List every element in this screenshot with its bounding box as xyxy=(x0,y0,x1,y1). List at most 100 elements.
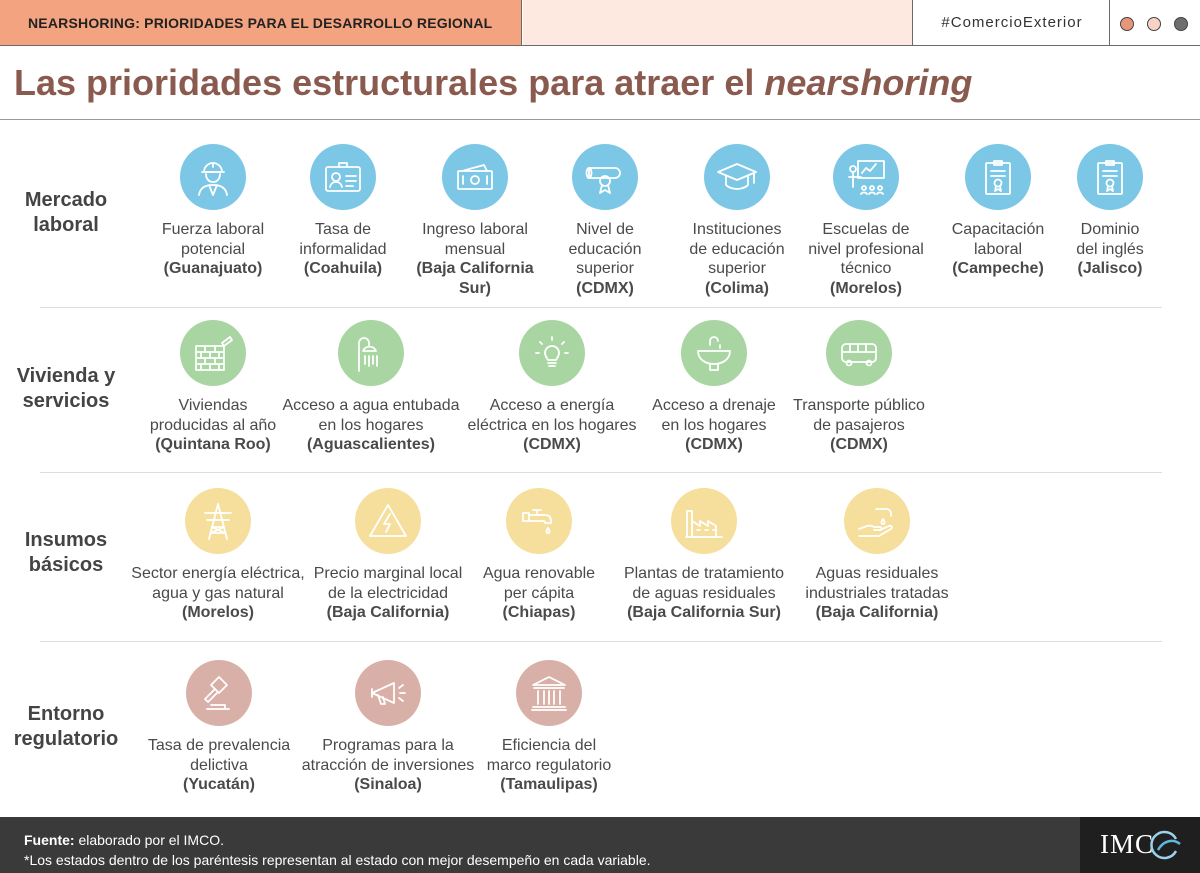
item-viviendas: Viviendas producidas al año (Quintana Ro… xyxy=(123,320,303,455)
water-hand-icon xyxy=(844,488,910,554)
item-capacitacion: Capacitación laboral (Campeche) xyxy=(908,144,1088,279)
item-agua-renovable: Agua renovable per cápita (Chiapas) xyxy=(449,488,629,623)
state-label: (Yucatán) xyxy=(182,776,255,794)
category-vivienda-servicios: Vivienda y servicios xyxy=(0,364,132,414)
certificate-icon xyxy=(965,144,1031,210)
label-line: Transporte público xyxy=(793,397,925,414)
item-label: Escuelas de nivel profesional técnico (M… xyxy=(776,220,956,298)
item-label: Fuerza laboral potencial (Guanajuato) xyxy=(123,220,303,279)
faucet-icon xyxy=(506,488,572,554)
shower-icon xyxy=(338,320,404,386)
label-line: Dominio xyxy=(1080,221,1140,238)
category-line: Insumos xyxy=(24,529,108,551)
source-label: Fuente: xyxy=(24,832,75,848)
high-voltage-icon xyxy=(355,488,421,554)
item-dominio-ingles: Dominio del inglés (Jalisco) xyxy=(1015,144,1200,279)
item-energia-electrica: Acceso a energía eléctrica en los hogare… xyxy=(458,320,646,455)
label-line: de educación xyxy=(689,240,785,258)
label-line: marco regulatorio xyxy=(486,756,612,774)
top-bar: NEARSHORING: PRIORIDADES PARA EL DESARRO… xyxy=(0,0,1200,46)
item-label: Nivel de educación superior (CDMX) xyxy=(515,220,695,298)
bus-icon xyxy=(826,320,892,386)
item-fuerza-laboral: Fuerza laboral potencial (Guanajuato) xyxy=(123,144,303,279)
state-label: (CDMX) xyxy=(685,436,743,454)
label-line: Acceso a energía xyxy=(489,397,615,414)
label-line: delictiva xyxy=(190,756,248,774)
state-label: (CDMX) xyxy=(830,436,888,454)
label-line: Eficiencia del xyxy=(501,737,597,754)
graduation-cap-icon xyxy=(704,144,770,210)
section-divider xyxy=(40,641,1162,642)
item-informalidad: Tasa de informalidad (Coahuila) xyxy=(253,144,433,279)
dot-icon xyxy=(1120,17,1134,31)
item-label: Tasa de informalidad (Coahuila) xyxy=(253,220,433,279)
item-label: Ingreso laboral mensual (Baja California… xyxy=(385,220,565,298)
brick-wall-icon xyxy=(180,320,246,386)
state-label: (Colima) xyxy=(705,279,769,297)
id-card-icon xyxy=(310,144,376,210)
item-label: Instituciones de educación superior (Col… xyxy=(647,220,827,298)
footer: Fuente: elaborado por el IMCO. *Los esta… xyxy=(0,817,1200,873)
label-line: informalidad xyxy=(299,240,387,258)
state-label: (Coahuila) xyxy=(303,260,383,278)
label-line: Tasa de xyxy=(314,221,372,238)
item-label: Sector energía eléctrica, agua y gas nat… xyxy=(124,564,312,623)
government-building-icon xyxy=(516,660,582,726)
item-label: Capacitación laboral (Campeche) xyxy=(908,220,1088,279)
item-label: Transporte público de pasajeros (CDMX) xyxy=(769,396,949,455)
category-mercado-laboral: Mercado laboral xyxy=(0,188,132,238)
category-line: servicios xyxy=(22,390,110,412)
state-label: (Morelos) xyxy=(830,279,902,297)
item-aguas-residuales: Aguas residuales industriales tratadas (… xyxy=(787,488,967,623)
item-label: Agua renovable per cápita (Chiapas) xyxy=(449,564,629,623)
item-label: Acceso a agua entubada en los hogares (A… xyxy=(277,396,465,455)
state-label: (Sinaloa) xyxy=(354,776,422,794)
item-label: Aguas residuales industriales tratadas (… xyxy=(787,564,967,623)
label-line: eléctrica en los hogares xyxy=(467,416,637,434)
label-line: potencial xyxy=(180,240,246,258)
label-line: mensual xyxy=(444,240,506,258)
item-transporte-publico: Transporte público de pasajeros (CDMX) xyxy=(769,320,949,455)
category-line: básicos xyxy=(28,554,104,576)
item-instituciones: Instituciones de educación superior (Col… xyxy=(647,144,827,298)
page-title: Las prioridades estructurales para atrae… xyxy=(14,62,972,104)
banknote-icon xyxy=(442,144,508,210)
label-line: Capacitación xyxy=(951,221,1045,238)
state-label: (Baja California Sur) xyxy=(627,604,781,622)
megaphone-icon xyxy=(355,660,421,726)
item-marco-regulatorio: Eficiencia del marco regulatorio (Tamaul… xyxy=(459,660,639,795)
label-line: Viviendas xyxy=(178,397,248,414)
item-atraccion-inversiones: Programas para la atracción de inversion… xyxy=(298,660,478,795)
category-line: Vivienda y xyxy=(16,365,116,387)
dot-icon xyxy=(1147,17,1161,31)
item-agua-entubada: Acceso a agua entubada en los hogares (A… xyxy=(277,320,465,455)
label-line: superior xyxy=(576,260,634,278)
title-divider xyxy=(0,119,1200,120)
section-divider xyxy=(40,472,1162,473)
state-label: (Guanajuato) xyxy=(163,260,263,278)
label-line: agua y gas natural xyxy=(152,584,284,602)
label-line: Precio marginal local xyxy=(313,565,463,582)
imco-logo: IMC xyxy=(1080,817,1200,873)
label-line: nivel profesional xyxy=(808,240,924,258)
teacher-board-icon xyxy=(833,144,899,210)
state-label: (Chiapas) xyxy=(502,604,576,622)
category-entorno-regulatorio: Entorno regulatorio xyxy=(0,702,132,752)
state-label: Sur) xyxy=(459,279,491,297)
source-line: Fuente: elaborado por el IMCO. xyxy=(24,830,651,850)
label-line: Plantas de tratamiento xyxy=(623,565,785,582)
item-ingreso-laboral: Ingreso laboral mensual (Baja California… xyxy=(385,144,565,298)
title-main: Las prioridades estructurales para atrae… xyxy=(14,62,765,103)
certificate-icon xyxy=(1077,144,1143,210)
label-line: superior xyxy=(708,260,766,278)
item-label: Plantas de tratamiento de aguas residual… xyxy=(614,564,794,623)
item-label: Eficiencia del marco regulatorio (Tamaul… xyxy=(459,736,639,795)
light-bulb-icon xyxy=(519,320,585,386)
source-text: elaborado por el IMCO. xyxy=(74,832,224,848)
label-line: Fuerza laboral xyxy=(161,221,265,238)
label-line: Programas para la xyxy=(322,737,454,754)
label-line: Acceso a agua entubada xyxy=(282,397,460,414)
title-italic: nearshoring xyxy=(764,62,973,103)
logo-mark-icon xyxy=(1150,830,1181,860)
gavel-icon xyxy=(186,660,252,726)
